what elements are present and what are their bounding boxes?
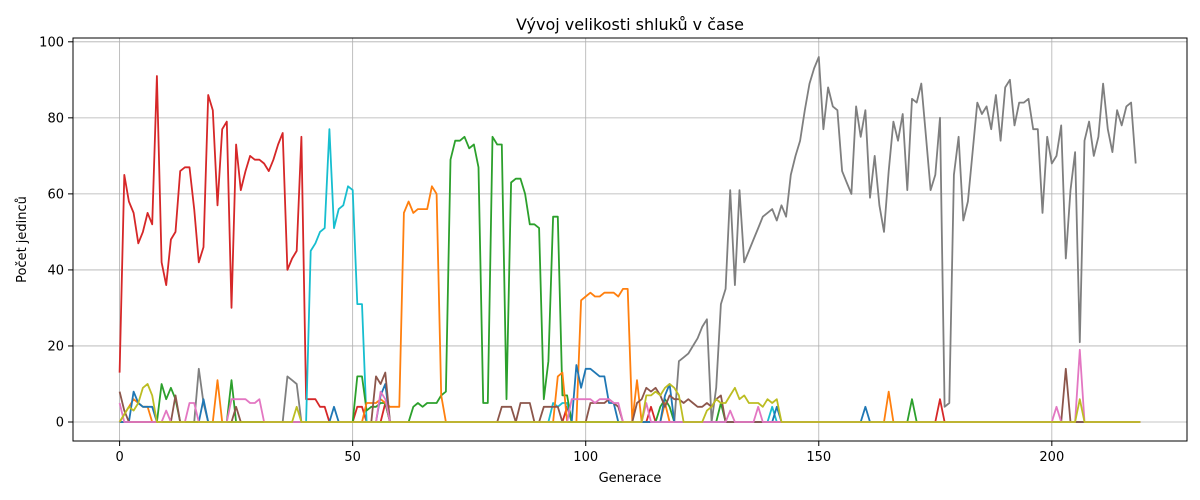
y-tick-label: 60 <box>47 187 64 202</box>
series-lines <box>118 56 1141 423</box>
series-line-9 <box>118 383 1141 423</box>
axis-ticks: 0 50 100 150 200 0 20 40 60 80 100 <box>39 35 1064 465</box>
plot-frame <box>72 37 1188 442</box>
y-tick-label: 20 <box>47 339 64 354</box>
y-axis-label: Počet jedinců <box>15 196 30 283</box>
x-tick-label: 150 <box>806 450 831 465</box>
y-tick-label: 80 <box>47 111 64 126</box>
y-tick-label: 0 <box>56 415 64 430</box>
y-tick-label: 100 <box>39 35 64 50</box>
x-tick-label: 50 <box>344 450 361 465</box>
series-line-7 <box>118 367 1141 423</box>
x-tick-label: 0 <box>115 450 123 465</box>
x-tick-label: 200 <box>1039 450 1064 465</box>
series-line-5 <box>119 56 1137 423</box>
x-axis-label: Generace <box>599 471 662 486</box>
chart-title: Vývoj velikosti shluků v čase <box>516 15 744 34</box>
y-tick-label: 40 <box>47 263 64 278</box>
x-tick-label: 100 <box>573 450 598 465</box>
